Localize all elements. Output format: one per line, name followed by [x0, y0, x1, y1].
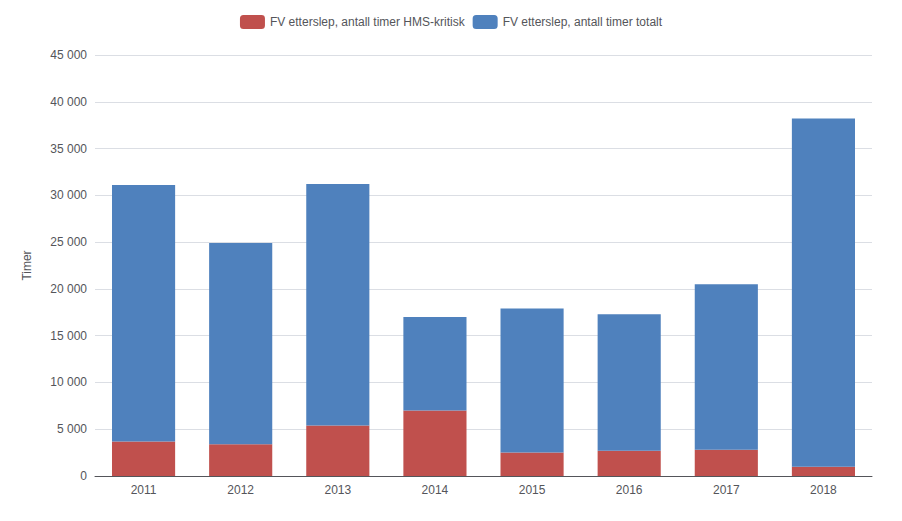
- svg-text:2011: 2011: [131, 483, 157, 497]
- svg-text:FV etterslep, antall timer tot: FV etterslep, antall timer totalt: [503, 15, 663, 29]
- svg-text:15 000: 15 000: [50, 329, 87, 343]
- svg-text:2018: 2018: [810, 483, 837, 497]
- svg-text:35 000: 35 000: [50, 142, 87, 156]
- svg-text:2016: 2016: [616, 483, 643, 497]
- svg-text:40 000: 40 000: [50, 95, 87, 109]
- svg-text:20 000: 20 000: [50, 282, 87, 296]
- svg-text:2012: 2012: [227, 483, 254, 497]
- svg-text:5 000: 5 000: [57, 422, 87, 436]
- svg-text:25 000: 25 000: [50, 235, 87, 249]
- svg-text:45 000: 45 000: [50, 48, 87, 62]
- svg-text:Timer: Timer: [20, 250, 34, 280]
- svg-text:2013: 2013: [324, 483, 351, 497]
- svg-text:10 000: 10 000: [50, 375, 87, 389]
- svg-text:30 000: 30 000: [50, 188, 87, 202]
- svg-text:FV etterslep, antall timer HMS: FV etterslep, antall timer HMS-kritisk: [270, 15, 466, 29]
- svg-text:2014: 2014: [422, 483, 449, 497]
- svg-text:2015: 2015: [519, 483, 546, 497]
- svg-text:0: 0: [80, 469, 87, 483]
- svg-text:2017: 2017: [713, 483, 740, 497]
